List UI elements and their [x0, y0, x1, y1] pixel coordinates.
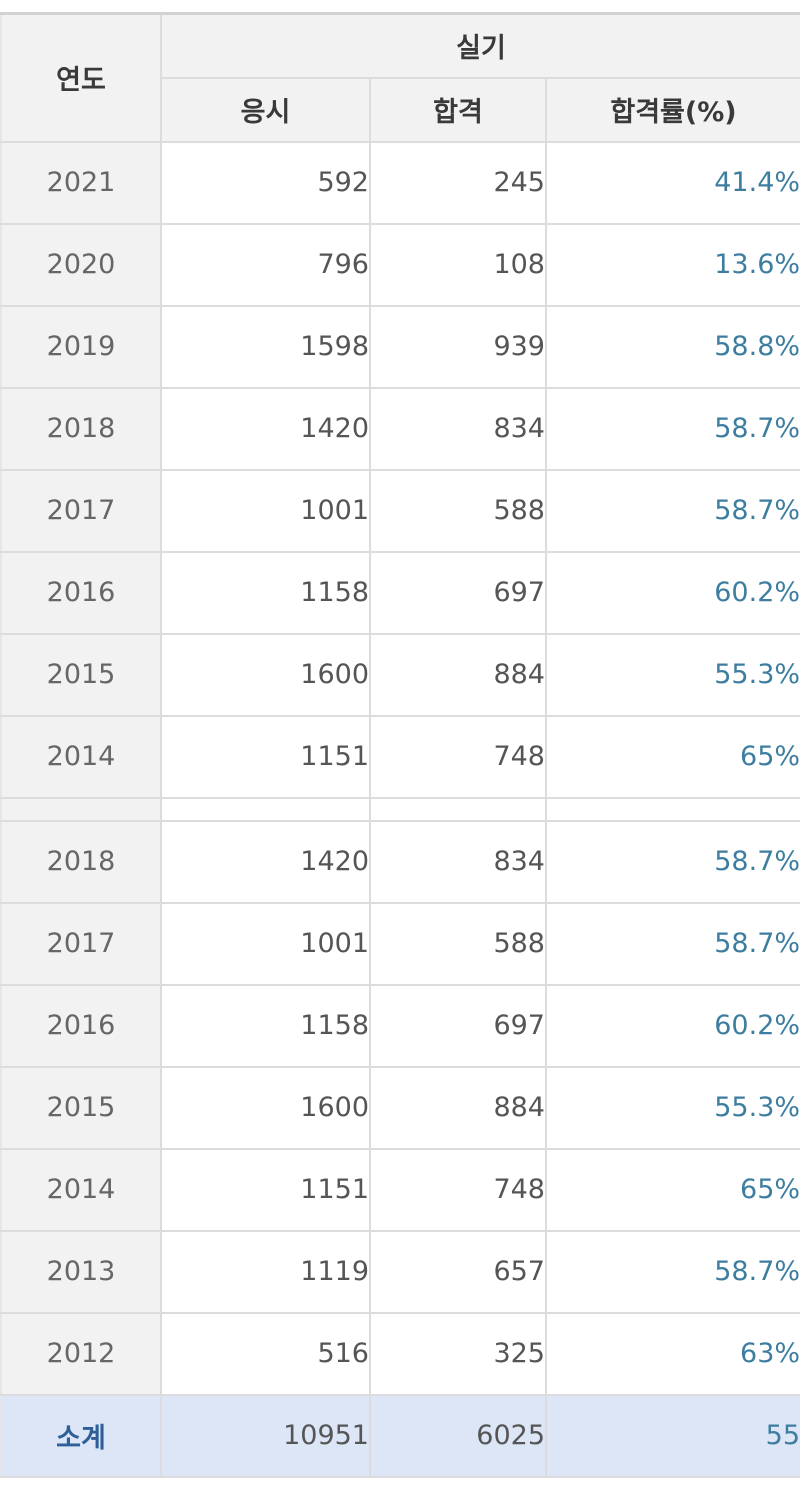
practical-group-header: 실기 [159, 12, 800, 79]
apply-cell: 1600 [160, 632, 371, 717]
apply-cell: 592 [160, 140, 371, 225]
year-cell: 2012 [0, 1311, 162, 1396]
subtotal-label: 소계 [0, 1393, 162, 1478]
apply-cell: 1151 [160, 714, 371, 799]
year-cell: 2017 [0, 901, 162, 986]
pass-cell: 884 [369, 632, 547, 717]
apply-cell: 1420 [160, 386, 371, 471]
header-row-1: 연도 실기 [0, 12, 800, 143]
table-row: 2015 1600 884 55.3% [0, 632, 800, 717]
year-cell: 2017 [0, 468, 162, 553]
apply-cell: 1119 [160, 1229, 371, 1314]
table-row: 2019 1598 939 58.8% [0, 304, 800, 389]
rate-cell: 63% [544, 1311, 800, 1396]
apply-cell: 1420 [160, 819, 371, 904]
apply-cell: 796 [160, 222, 371, 307]
pass-cell: 588 [369, 901, 547, 986]
apply-cell: 1598 [160, 304, 371, 389]
year-cell: 2015 [0, 632, 162, 717]
year-header: 연도 [0, 12, 162, 143]
rate-cell: 65% [544, 714, 800, 799]
table-row: 2015 1600 884 55.3% [0, 1065, 800, 1150]
header-row-2: 응시 합격 합격률(%) [1, 76, 800, 143]
rate-cell: 58.7% [544, 901, 800, 986]
pass-cell: 245 [369, 140, 547, 225]
pass-header: 합격 [369, 76, 547, 143]
year-cell: 2021 [0, 140, 162, 225]
year-cell: 2016 [0, 983, 162, 1068]
rate-cell: 55.3% [544, 1065, 800, 1150]
pass-rate-table: 연도 실기 응시 합격 합격률(%) 2021 592 245 41.4% 20… [0, 12, 800, 1478]
table-row: 2021 592 245 41.4% [0, 140, 800, 225]
rate-cell: 60.2% [544, 550, 800, 635]
pass-cell: 939 [369, 304, 547, 389]
pass-cell: 325 [369, 1311, 547, 1396]
year-cell: 2014 [0, 714, 162, 799]
year-cell: 2018 [0, 386, 162, 471]
apply-cell: 1600 [160, 1065, 371, 1150]
table-row: 2016 1158 697 60.2% [0, 550, 800, 635]
rate-cell: 55.3% [544, 632, 800, 717]
table-row: 2020 796 108 13.6% [0, 222, 800, 307]
spacer-cell [0, 796, 162, 822]
pass-cell: 748 [369, 1147, 547, 1232]
table-row: 2013 1119 657 58.7% [0, 1229, 800, 1314]
apply-cell: 1151 [160, 1147, 371, 1232]
pass-cell: 697 [369, 550, 547, 635]
apply-cell: 1158 [160, 550, 371, 635]
year-cell: 2019 [0, 304, 162, 389]
table-row: 2014 1151 748 65% [0, 714, 800, 799]
spacer-cell [544, 796, 800, 822]
year-cell: 2013 [0, 1229, 162, 1314]
table-row: 2016 1158 697 60.2% [0, 983, 800, 1068]
year-cell: 2018 [0, 819, 162, 904]
spacer-cell [369, 796, 547, 822]
rate-cell: 60.2% [544, 983, 800, 1068]
apply-cell: 516 [160, 1311, 371, 1396]
apply-header: 응시 [160, 76, 371, 143]
pass-cell: 834 [369, 386, 547, 471]
year-cell: 2020 [0, 222, 162, 307]
pass-cell: 697 [369, 983, 547, 1068]
table-body: 2021 592 245 41.4% 2020 796 108 13.6% 20… [0, 140, 800, 1478]
rate-cell: 13.6% [544, 222, 800, 307]
table-row: 2014 1151 748 65% [0, 1147, 800, 1232]
spacer-cell [160, 796, 371, 822]
pass-cell: 748 [369, 714, 547, 799]
year-cell: 2014 [0, 1147, 162, 1232]
pass-cell: 657 [369, 1229, 547, 1314]
table-row: 2017 1001 588 58.7% [0, 901, 800, 986]
pass-cell: 108 [369, 222, 547, 307]
subtotal-row: 소계 10951 6025 55 [0, 1393, 800, 1478]
pass-cell: 884 [369, 1065, 547, 1150]
apply-cell: 1158 [160, 983, 371, 1068]
rate-cell: 41.4% [544, 140, 800, 225]
rate-cell: 58.7% [544, 468, 800, 553]
subtotal-rate-cell: 55 [544, 1393, 800, 1478]
table-row: 2017 1001 588 58.7% [0, 468, 800, 553]
stats-table-container: 연도 실기 응시 합격 합격률(%) 2021 592 245 41.4% 20… [0, 12, 800, 1478]
rate-cell: 58.7% [544, 1229, 800, 1314]
rate-cell: 58.7% [544, 386, 800, 471]
pass-cell: 834 [369, 819, 547, 904]
year-cell: 2015 [0, 1065, 162, 1150]
apply-cell: 1001 [160, 901, 371, 986]
rate-cell: 58.8% [544, 304, 800, 389]
table-row: 2012 516 325 63% [0, 1311, 800, 1396]
apply-cell: 1001 [160, 468, 371, 553]
subtotal-pass-cell: 6025 [369, 1393, 547, 1478]
spacer-row [0, 796, 800, 822]
rate-cell: 58.7% [544, 819, 800, 904]
table-row: 2018 1420 834 58.7% [0, 819, 800, 904]
rate-cell: 65% [544, 1147, 800, 1232]
year-cell: 2016 [0, 550, 162, 635]
subtotal-apply-cell: 10951 [160, 1393, 371, 1478]
rate-header: 합격률(%) [544, 76, 800, 143]
table-row: 2018 1420 834 58.7% [0, 386, 800, 471]
pass-cell: 588 [369, 468, 547, 553]
